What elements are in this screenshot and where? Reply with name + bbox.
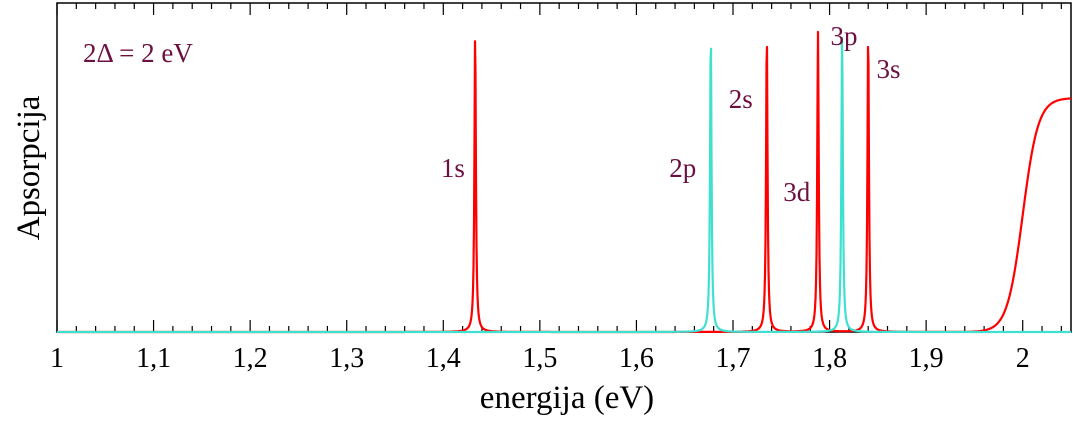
x-tick-label: 1,1 [136, 343, 171, 374]
x-tick-label: 1,3 [329, 343, 364, 374]
series-layer [56, 30, 1072, 334]
peak-label-1s: 1s [441, 153, 465, 183]
x-tick-label: 1,4 [426, 343, 461, 374]
peak-label-2s: 2s [729, 84, 753, 114]
series-line-1 [56, 36, 1072, 334]
peak-label-2p: 2p [669, 153, 696, 183]
x-tick-label: 1,2 [233, 343, 268, 374]
x-tick-labels: 1 1,1 1,2 1,3 1,4 1,5 1,6 1,7 1,8 1,9 2 [50, 343, 1030, 374]
x-tick-label: 1,9 [909, 343, 944, 374]
peak-labels: 1s 2p 2s 3d 3p 3s [441, 21, 901, 207]
peak-label-3d: 3d [783, 177, 811, 207]
plot-frame [56, 2, 1072, 333]
series-line-0 [56, 30, 1072, 334]
x-tick-label: 1,8 [812, 343, 847, 374]
delta-annotation: 2Δ = 2 eV [83, 38, 193, 68]
x-ticks [56, 3, 1062, 332]
x-tick-label: 1,6 [619, 343, 654, 374]
peak-label-3p: 3p [831, 21, 858, 51]
x-axis-label: energija (eV) [480, 380, 654, 416]
x-tick-label: 1 [50, 343, 64, 374]
x-tick-label: 2 [1016, 343, 1030, 374]
x-tick-label: 1,7 [716, 343, 751, 374]
y-axis-label: Apsorpcija [11, 95, 47, 240]
x-tick-label: 1,5 [522, 343, 557, 374]
peak-label-3s: 3s [876, 54, 900, 84]
